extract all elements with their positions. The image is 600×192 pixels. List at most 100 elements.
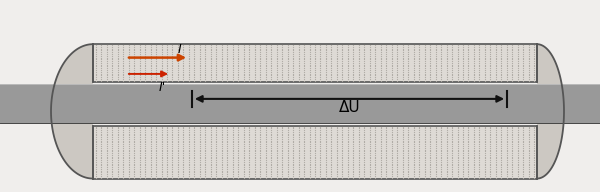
- Point: [415, 146, 424, 149]
- Point: [387, 63, 397, 66]
- Point: [277, 72, 287, 75]
- Point: [475, 171, 484, 174]
- Point: [146, 146, 155, 149]
- Point: [299, 171, 309, 174]
- Point: [326, 60, 336, 63]
- Point: [403, 144, 413, 147]
- Point: [338, 174, 347, 177]
- Point: [332, 69, 342, 72]
- Point: [256, 70, 265, 73]
- Point: [442, 160, 451, 163]
- Point: [491, 54, 500, 57]
- Point: [469, 137, 479, 141]
- Point: [392, 47, 402, 50]
- Point: [447, 174, 457, 177]
- Point: [343, 162, 353, 165]
- Point: [442, 58, 451, 61]
- Point: [497, 56, 506, 59]
- Point: [124, 155, 133, 158]
- Point: [228, 134, 238, 137]
- Point: [130, 174, 139, 177]
- Point: [508, 169, 517, 172]
- Point: [283, 129, 292, 132]
- Point: [228, 171, 238, 174]
- Point: [376, 127, 386, 130]
- Point: [261, 167, 271, 170]
- Point: [420, 61, 430, 65]
- Point: [332, 125, 342, 128]
- Point: [425, 166, 435, 169]
- Point: [425, 44, 435, 47]
- Point: [370, 148, 380, 151]
- Point: [326, 139, 336, 142]
- Point: [266, 52, 276, 55]
- Point: [206, 134, 215, 137]
- Point: [190, 130, 199, 133]
- Point: [118, 144, 128, 147]
- Point: [200, 157, 210, 160]
- Point: [179, 144, 188, 147]
- Point: [469, 171, 479, 174]
- Point: [442, 150, 451, 153]
- Point: [326, 77, 336, 80]
- Point: [480, 45, 490, 48]
- Point: [425, 155, 435, 158]
- Point: [299, 160, 309, 163]
- Point: [157, 44, 166, 47]
- Point: [151, 79, 161, 82]
- Point: [206, 150, 215, 153]
- Point: [151, 77, 161, 80]
- Point: [431, 76, 440, 79]
- Point: [332, 167, 342, 170]
- Point: [157, 159, 166, 162]
- Point: [453, 171, 463, 174]
- Point: [453, 164, 463, 167]
- Point: [233, 61, 243, 65]
- Point: [321, 173, 331, 176]
- Point: [485, 63, 495, 66]
- Point: [113, 139, 122, 142]
- Point: [102, 125, 112, 128]
- Point: [266, 153, 276, 156]
- Point: [398, 74, 407, 77]
- Point: [529, 65, 539, 68]
- Point: [425, 79, 435, 82]
- Point: [513, 151, 523, 155]
- Point: [228, 56, 238, 59]
- Point: [485, 159, 495, 162]
- Point: [223, 151, 232, 155]
- Point: [326, 65, 336, 68]
- Point: [458, 155, 468, 158]
- Point: [497, 61, 506, 65]
- Point: [359, 166, 369, 169]
- Point: [326, 150, 336, 153]
- Point: [299, 67, 309, 70]
- Point: [294, 173, 304, 176]
- Point: [513, 148, 523, 151]
- Point: [485, 155, 495, 158]
- Point: [212, 76, 221, 79]
- Point: [343, 51, 353, 54]
- Point: [97, 49, 106, 52]
- Point: [316, 134, 325, 137]
- Point: [491, 169, 500, 172]
- Point: [113, 127, 122, 130]
- Point: [338, 164, 347, 167]
- Point: [513, 52, 523, 55]
- Point: [113, 171, 122, 174]
- Point: [173, 45, 183, 48]
- Point: [261, 174, 271, 177]
- Point: [261, 61, 271, 65]
- Point: [354, 45, 364, 48]
- Point: [140, 159, 150, 162]
- Point: [244, 129, 254, 132]
- Point: [250, 54, 260, 57]
- Point: [261, 65, 271, 68]
- Point: [206, 160, 215, 163]
- Point: [244, 52, 254, 55]
- Point: [146, 155, 155, 158]
- Point: [491, 127, 500, 130]
- Point: [420, 166, 430, 169]
- Point: [415, 129, 424, 132]
- Point: [140, 129, 150, 132]
